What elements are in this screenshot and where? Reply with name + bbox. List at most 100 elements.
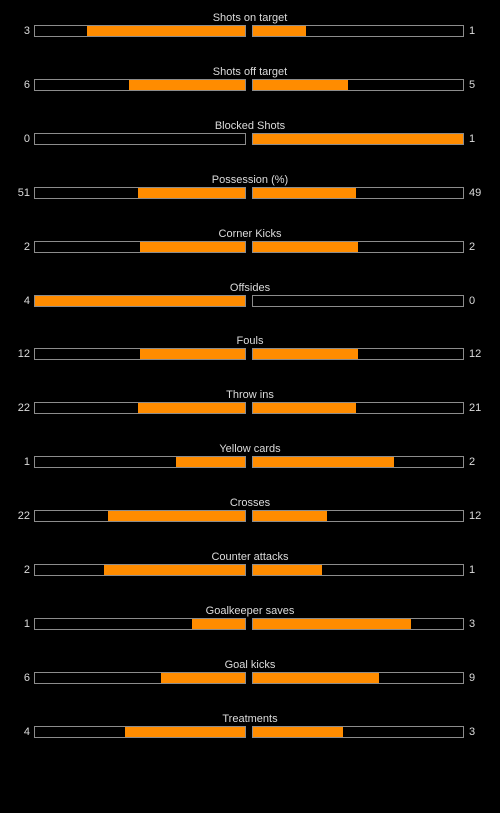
home-bar <box>34 456 246 468</box>
home-bar-fill <box>87 26 245 36</box>
stat-row: Corner Kicks 2 2 <box>0 227 500 267</box>
away-value: 1 <box>469 133 476 145</box>
away-value: 9 <box>469 672 476 684</box>
home-value: 22 <box>17 402 30 414</box>
away-bar-fill <box>253 134 463 144</box>
home-value: 0 <box>23 133 30 145</box>
away-bar-fill <box>253 511 327 521</box>
home-value: 4 <box>23 726 30 738</box>
home-bar-fill <box>129 80 245 90</box>
stat-label: Treatments <box>222 713 278 725</box>
away-value: 5 <box>469 79 476 91</box>
home-bar <box>34 25 246 37</box>
away-bar <box>252 564 464 576</box>
away-bar <box>252 348 464 360</box>
home-value: 1 <box>23 456 30 468</box>
stat-row: Possession (%) 51 49 <box>0 173 500 213</box>
stat-label: Blocked Shots <box>214 120 286 132</box>
away-bar-fill <box>253 673 379 683</box>
away-bar-fill <box>253 457 394 467</box>
home-bar <box>34 402 246 414</box>
home-bar <box>34 348 246 360</box>
stat-label: Possession (%) <box>211 174 289 186</box>
away-value: 21 <box>469 402 482 414</box>
stat-label: Counter attacks <box>211 551 289 563</box>
home-value: 1 <box>23 618 30 630</box>
away-bar <box>252 456 464 468</box>
stat-row: Treatments 4 3 <box>0 712 500 752</box>
stat-label: Throw ins <box>226 389 274 401</box>
stat-row: Crosses 22 12 <box>0 496 500 536</box>
home-value: 3 <box>23 25 30 37</box>
home-bar <box>34 672 246 684</box>
home-value: 6 <box>23 79 30 91</box>
away-value: 49 <box>469 187 482 199</box>
away-bar-fill <box>253 349 358 359</box>
stat-row: Throw ins 22 21 <box>0 388 500 428</box>
stat-row: Goalkeeper saves 1 3 <box>0 604 500 644</box>
away-value: 2 <box>469 456 476 468</box>
stat-label: Crosses <box>229 497 271 509</box>
home-bar-fill <box>161 673 245 683</box>
away-bar-fill <box>253 26 306 36</box>
stat-label: Goalkeeper saves <box>205 605 295 617</box>
stat-row: Blocked Shots 0 1 <box>0 119 500 159</box>
home-bar-fill <box>125 727 245 737</box>
away-bar <box>252 241 464 253</box>
home-bar <box>34 241 246 253</box>
home-bar <box>34 510 246 522</box>
away-value: 1 <box>469 564 476 576</box>
away-bar <box>252 295 464 307</box>
home-bar <box>34 726 246 738</box>
home-bar-fill <box>140 242 245 252</box>
home-bar-fill <box>138 403 245 413</box>
stat-row: Offsides 4 0 <box>0 281 500 321</box>
away-bar <box>252 25 464 37</box>
home-bar-fill <box>176 457 245 467</box>
away-bar <box>252 510 464 522</box>
stat-row: Goal kicks 6 9 <box>0 658 500 698</box>
home-bar-fill <box>192 619 245 629</box>
away-value: 3 <box>469 618 476 630</box>
home-bar <box>34 187 246 199</box>
home-bar <box>34 133 246 145</box>
away-value: 12 <box>469 510 482 522</box>
away-bar-fill <box>253 403 356 413</box>
away-value: 0 <box>469 295 476 307</box>
home-bar <box>34 79 246 91</box>
away-bar <box>252 726 464 738</box>
stat-row: Shots off target 6 5 <box>0 65 500 105</box>
away-value: 1 <box>469 25 476 37</box>
away-bar <box>252 672 464 684</box>
home-bar-fill <box>108 511 245 521</box>
away-bar <box>252 133 464 145</box>
stat-row: Yellow cards 1 2 <box>0 442 500 482</box>
home-bar-fill <box>104 565 245 575</box>
home-bar <box>34 618 246 630</box>
home-value: 4 <box>23 295 30 307</box>
home-bar <box>34 564 246 576</box>
away-value: 3 <box>469 726 476 738</box>
away-bar <box>252 402 464 414</box>
stat-label: Corner Kicks <box>218 228 282 240</box>
away-bar-fill <box>253 242 358 252</box>
away-bar-fill <box>253 188 356 198</box>
stat-label: Goal kicks <box>224 659 276 671</box>
away-bar-fill <box>253 80 348 90</box>
stat-row: Fouls 12 12 <box>0 334 500 374</box>
stat-label: Yellow cards <box>219 443 281 455</box>
away-value: 2 <box>469 241 476 253</box>
home-value: 22 <box>17 510 30 522</box>
stat-label: Offsides <box>229 282 271 294</box>
home-value: 6 <box>23 672 30 684</box>
stat-label: Fouls <box>236 335 264 347</box>
away-bar <box>252 79 464 91</box>
stat-row: Counter attacks 2 1 <box>0 550 500 590</box>
away-bar-fill <box>253 565 322 575</box>
away-bar-fill <box>253 727 343 737</box>
away-bar-fill <box>253 619 411 629</box>
home-value: 2 <box>23 564 30 576</box>
away-bar <box>252 187 464 199</box>
home-bar-fill <box>138 188 245 198</box>
away-bar <box>252 618 464 630</box>
